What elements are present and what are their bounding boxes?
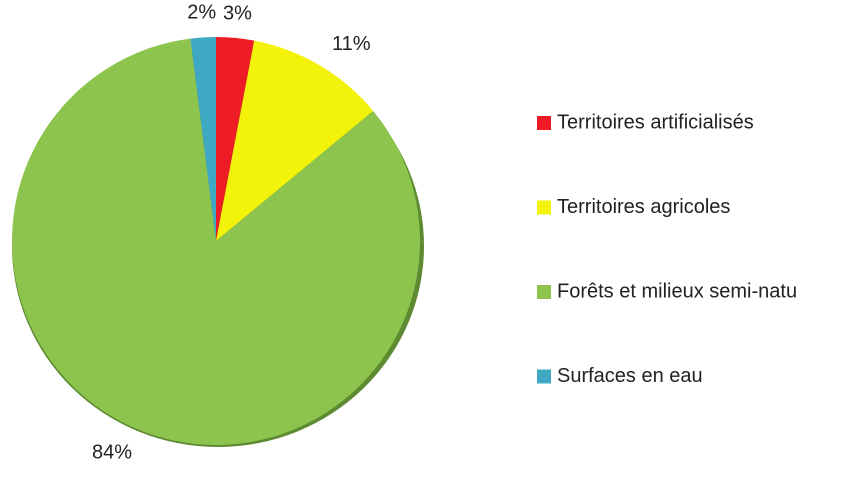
legend-swatch [537, 200, 551, 215]
pie-slice [216, 37, 255, 241]
legend-swatch [537, 369, 551, 384]
data-label: 2% [187, 2, 216, 24]
data-label: 11% [332, 33, 371, 55]
pie-slice [216, 40, 374, 241]
legend-label: Surfaces en eau [557, 365, 703, 387]
legend-label: Territoires agricoles [557, 196, 730, 218]
pie-slice [190, 37, 216, 241]
pie-slice [12, 38, 421, 445]
legend-label: Forêts et milieux semi-natu [557, 280, 797, 302]
legend-swatch [537, 116, 551, 130]
legend-label: Territoires artificialisés [557, 111, 754, 133]
data-label: 84% [92, 441, 132, 463]
data-label: 3% [223, 2, 252, 24]
legend-swatch [537, 285, 551, 299]
